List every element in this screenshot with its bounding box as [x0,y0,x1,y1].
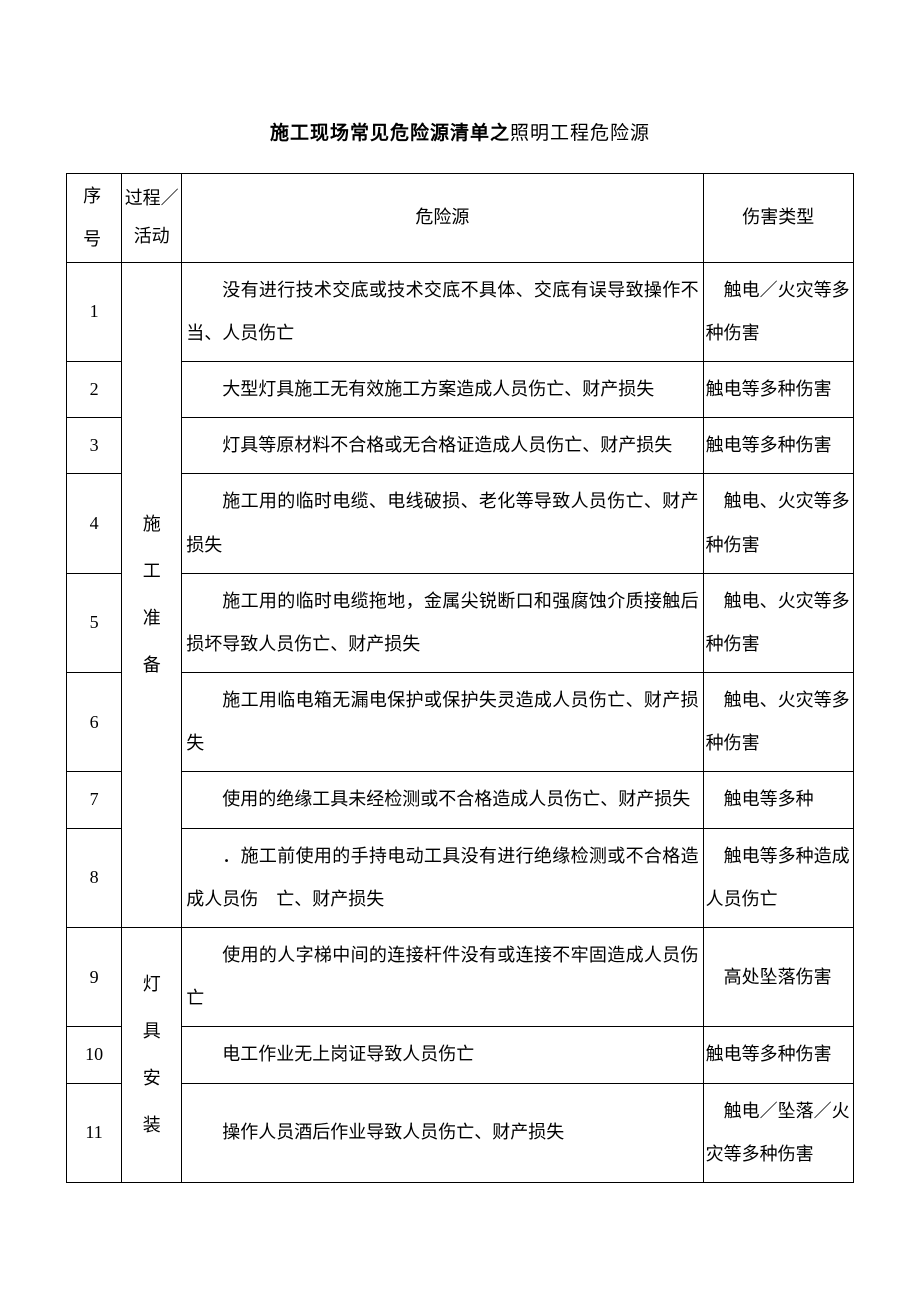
table-row: 4 施工用的临时电缆、电线破损、老化等导致人员伤亡、财产损失触电、火灾等多种伤害 [67,474,854,573]
table-header-row: 序 号 过程／活动 危险源 伤害类型 [67,174,854,263]
table-row: 6 施工用临电箱无漏电保护或保护失灵造成人员伤亡、财产损失触电、火灾等多种伤害 [67,673,854,772]
harm-type-cell: 触电／坠落／火灾等多种伤害 [703,1083,853,1182]
hazard-cell: 使用的绝缘工具未经检测或不合格造成人员伤亡、财产损失 [182,772,703,828]
harm-type-cell: 触电等多种伤害 [703,1027,853,1083]
seq-cell: 6 [67,673,122,772]
hazard-cell: 施工用的临时电缆拖地，金属尖锐断口和强腐蚀介质接触后损坏导致人员伤亡、财产损失 [182,573,703,672]
hazard-cell: 施工用临电箱无漏电保护或保护失灵造成人员伤亡、财产损失 [182,673,703,772]
col-header-category: 过程／活动 [122,174,182,263]
category-label: 灯具安装 [122,961,181,1148]
hazard-table: 序 号 过程／活动 危险源 伤害类型 1施工准备没有进行技术交底或技术交底不具体… [66,173,854,1183]
seq-cell: 2 [67,361,122,417]
hazard-cell: 操作人员酒后作业导致人员伤亡、财产损失 [182,1083,703,1182]
table-row: 9灯具安装使用的人字梯中间的连接杆件没有或连接不牢固造成人员伤亡高处坠落伤害 [67,928,854,1027]
harm-type-cell: 触电、火灾等多种伤害 [703,474,853,573]
harm-type-cell: 触电等多种造成人员伤亡 [703,828,853,927]
harm-type-cell: 高处坠落伤害 [703,928,853,1027]
table-row: 11 操作人员酒后作业导致人员伤亡、财产损失触电／坠落／火灾等多种伤害 [67,1083,854,1182]
hazard-cell: 施工用的临时电缆、电线破损、老化等导致人员伤亡、财产损失 [182,474,703,573]
hazard-cell: 没有进行技术交底或技术交底不具体、交底有误导致操作不当、人员伤亡 [182,262,703,361]
seq-cell: 3 [67,418,122,474]
table-body: 1施工准备没有进行技术交底或技术交底不具体、交底有误导致操作不当、人员伤亡触电／… [67,262,854,1182]
harm-type-cell: 触电／火灾等多种伤害 [703,262,853,361]
harm-type-cell: 触电等多种伤害 [703,418,853,474]
category-label: 施工准备 [122,501,181,688]
table-row: 5 施工用的临时电缆拖地，金属尖锐断口和强腐蚀介质接触后损坏导致人员伤亡、财产损失… [67,573,854,672]
hazard-cell: 灯具等原材料不合格或无合格证造成人员伤亡、财产损失 [182,418,703,474]
seq-cell: 10 [67,1027,122,1083]
seq-cell: 8 [67,828,122,927]
document-title: 施工现场常见危险源清单之照明工程危险源 [66,118,854,145]
hazard-cell: 使用的人字梯中间的连接杆件没有或连接不牢固造成人员伤亡 [182,928,703,1027]
document-page: 施工现场常见危险源清单之照明工程危险源 序 号 过程／活动 危险源 伤害类型 1… [0,0,920,1302]
harm-type-cell: 触电等多种 [703,772,853,828]
category-cell: 施工准备 [122,262,182,927]
col-header-hazard: 危险源 [182,174,703,263]
table-row: 2 大型灯具施工无有效施工方案造成人员伤亡、财产损失触电等多种伤害 [67,361,854,417]
seq-cell: 11 [67,1083,122,1182]
table-row: 3 灯具等原材料不合格或无合格证造成人员伤亡、财产损失触电等多种伤害 [67,418,854,474]
hazard-cell: ．施工前使用的手持电动工具没有进行绝缘检测或不合格造成人员伤 亡、财产损失 [182,828,703,927]
table-row: 7 使用的绝缘工具未经检测或不合格造成人员伤亡、财产损失触电等多种 [67,772,854,828]
hazard-cell: 大型灯具施工无有效施工方案造成人员伤亡、财产损失 [182,361,703,417]
seq-cell: 7 [67,772,122,828]
seq-cell: 5 [67,573,122,672]
harm-type-cell: 触电、火灾等多种伤害 [703,573,853,672]
title-bold-part: 施工现场常见危险源清单之 [270,123,510,144]
harm-type-cell: 触电、火灾等多种伤害 [703,673,853,772]
table-row: 1施工准备没有进行技术交底或技术交底不具体、交底有误导致操作不当、人员伤亡触电／… [67,262,854,361]
table-row: 8 ．施工前使用的手持电动工具没有进行绝缘检测或不合格造成人员伤 亡、财产损失触电… [67,828,854,927]
seq-cell: 9 [67,928,122,1027]
harm-type-cell: 触电等多种伤害 [703,361,853,417]
title-normal-part: 照明工程危险源 [510,123,650,144]
table-row: 10 电工作业无上岗证导致人员伤亡触电等多种伤害 [67,1027,854,1083]
col-header-seq: 序 号 [67,174,122,263]
category-cell: 灯具安装 [122,928,182,1183]
seq-cell: 4 [67,474,122,573]
seq-cell: 1 [67,262,122,361]
col-header-harm-type: 伤害类型 [703,174,853,263]
hazard-cell: 电工作业无上岗证导致人员伤亡 [182,1027,703,1083]
